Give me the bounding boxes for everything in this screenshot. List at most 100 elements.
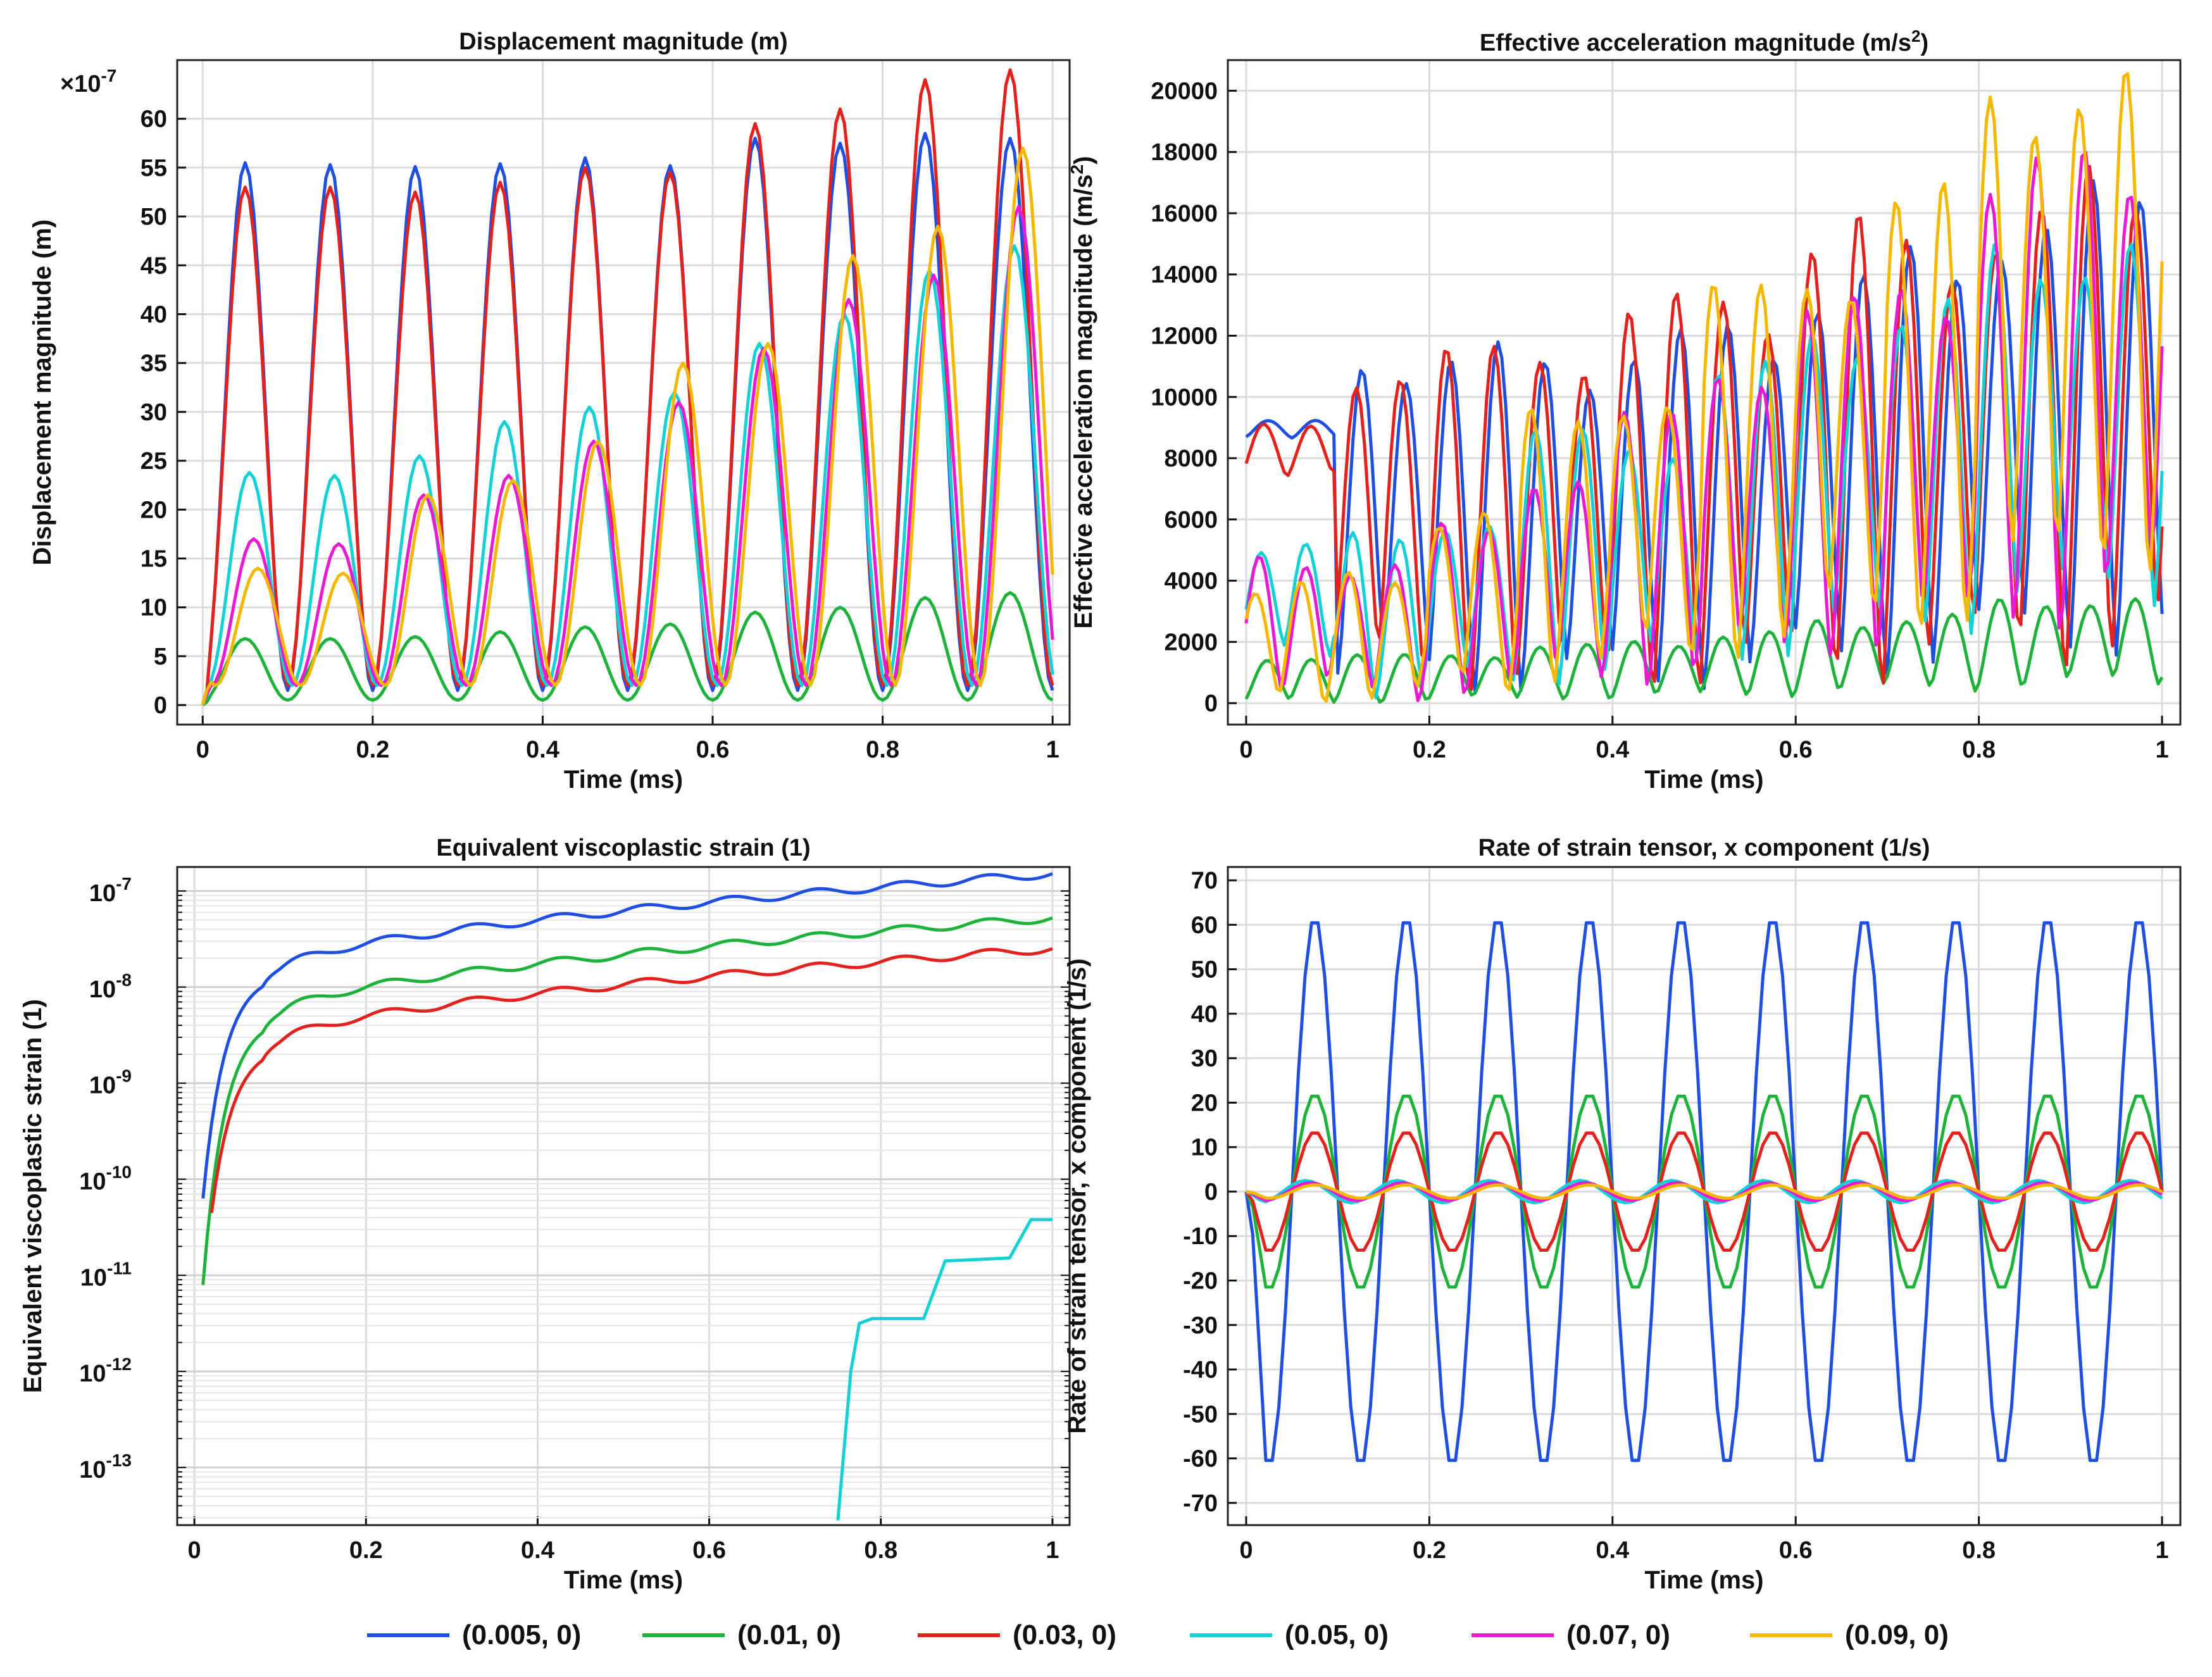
x-tick-label: 0.6 <box>1779 737 1813 763</box>
y-tick-label: 20000 <box>1151 78 1218 104</box>
y-tick-label: 50 <box>1191 957 1218 983</box>
x-axis-label: Time (ms) <box>1644 1566 1763 1594</box>
y-tick-label: 10000 <box>1151 384 1218 411</box>
series-line <box>201 205 1054 706</box>
plot-border <box>1227 59 2182 726</box>
y-tick-label: 15 <box>141 546 167 573</box>
series-line <box>1245 179 2164 694</box>
plot-border <box>1227 866 2182 1526</box>
y-tick-label: 30 <box>141 399 167 426</box>
y-tick-label: 20 <box>141 497 167 523</box>
chart-title: Rate of strain tensor, x component (1/s) <box>1478 835 1930 861</box>
chart-title: Equivalent viscoplastic strain (1) <box>436 835 810 861</box>
y-tick-label: 50 <box>141 204 167 230</box>
y-tick-label: 10-7 <box>89 874 132 907</box>
x-tick-label: 0.8 <box>864 1537 897 1564</box>
y-axis-label: Equivalent viscoplastic strain (1) <box>19 999 47 1393</box>
legend-label: (0.09, 0) <box>1845 1619 1949 1650</box>
x-tick-label: 0.8 <box>1962 1537 1996 1564</box>
y-tick-label: 2000 <box>1164 629 1218 656</box>
series-line <box>201 916 1053 1285</box>
y-tick-label: 10-8 <box>89 970 132 1003</box>
y-tick-label: 70 <box>1191 868 1218 894</box>
x-tick-label: 1 <box>2155 1537 2168 1564</box>
series-line <box>1244 597 2164 704</box>
y-tick-label: 0 <box>1204 1179 1218 1206</box>
series-line <box>1246 1183 2163 1200</box>
x-tick-label: 0.2 <box>1413 1537 1446 1564</box>
y-tick-label: 18000 <box>1151 139 1218 166</box>
y-tick-label: 60 <box>141 106 167 133</box>
x-axis-label: Time (ms) <box>564 766 683 794</box>
x-axis-label: Time (ms) <box>1644 766 1763 794</box>
y-tick-label: 5 <box>154 644 167 670</box>
y-tick-label: 14000 <box>1151 262 1218 289</box>
y-tick-label: 8000 <box>1164 446 1218 472</box>
y-tick-label: -60 <box>1183 1446 1218 1473</box>
y-tick-label: 45 <box>141 252 167 279</box>
series-line <box>201 244 1054 706</box>
y-tick-label: 10 <box>1191 1135 1218 1161</box>
y-tick-label: 55 <box>141 155 167 182</box>
x-tick-label: 0 <box>1239 737 1253 763</box>
y-tick-label: -70 <box>1183 1490 1218 1517</box>
x-tick-label: 0.4 <box>521 1537 554 1564</box>
series-line <box>201 872 1053 1199</box>
x-tick-label: 0.8 <box>1962 737 1996 763</box>
series-line <box>1244 151 2164 702</box>
legend-label: (0.005, 0) <box>462 1619 581 1650</box>
y-tick-label: 0 <box>154 692 167 719</box>
series-line <box>836 1218 1053 1521</box>
acceleration-chart: 0 0.2 0.4 0.6 0.8 1 Time (ms) 0 2000 4000 6000 8000… <box>1067 27 2182 794</box>
y-tick-label: 10-10 <box>79 1162 132 1195</box>
x-tick-label: 0.4 <box>1596 1537 1629 1564</box>
y-tick-label: 10-12 <box>79 1354 132 1387</box>
x-tick-label: 0.6 <box>1779 1537 1813 1564</box>
x-tick-label: 0.6 <box>696 737 730 763</box>
x-tick-label: 0.4 <box>1596 737 1629 763</box>
legend: (0.005, 0) (0.01, 0) (0.03, 0) (0.05, 0) (0.… <box>367 1619 1949 1650</box>
viscoplastic-strain-chart: 0 0.2 0.4 0.6 0.8 1 Time (ms) 10-7 10-8 10-9 10-10… <box>19 835 1071 1594</box>
legend-label: (0.07, 0) <box>1566 1619 1670 1650</box>
x-tick-label: 1 <box>1046 737 1059 763</box>
y-tick-label: 0 <box>1204 690 1218 717</box>
series-line <box>201 146 1054 706</box>
y-tick-label: 25 <box>141 448 167 475</box>
y-tick-label: 10-9 <box>89 1066 132 1099</box>
x-tick-label: 1 <box>2155 737 2168 763</box>
strain-rate-chart: 0 0.2 0.4 0.6 0.8 1 Time (ms) 70 60 50 40 30 20 10 0 -1… <box>1063 835 2182 1594</box>
y-tick-label: 6000 <box>1164 507 1218 533</box>
x-axis-label: Time (ms) <box>564 1566 683 1594</box>
chart-title: Effective acceleration magnitude (m/s2) <box>1480 27 1928 56</box>
chart-title: Displacement magnitude (m) <box>459 28 787 55</box>
legend-label: (0.01, 0) <box>737 1619 841 1650</box>
series-line <box>201 68 1054 706</box>
y-tick-label: 40 <box>141 301 167 328</box>
x-tick-label: 0.6 <box>692 1537 726 1564</box>
y-tick-label: 16000 <box>1151 201 1218 227</box>
y-tick-label: 12000 <box>1151 323 1218 349</box>
plot-border <box>176 866 1071 1526</box>
y-tick-label: -30 <box>1183 1312 1218 1339</box>
x-tick-label: 0 <box>188 1537 201 1564</box>
y-tick-label: 20 <box>1191 1090 1218 1116</box>
x-tick-label: 0.2 <box>1413 737 1446 763</box>
x-tick-label: 0.2 <box>356 737 389 763</box>
series-line <box>1244 72 2164 703</box>
legend-label: (0.05, 0) <box>1285 1619 1389 1650</box>
y-tick-label: 4000 <box>1164 568 1218 595</box>
x-tick-label: 0 <box>196 737 209 763</box>
y-tick-label: 30 <box>1191 1045 1218 1072</box>
y-tick-label: 40 <box>1191 1001 1218 1028</box>
y-tick-label: -20 <box>1183 1268 1218 1295</box>
plot-border <box>176 59 1071 726</box>
y-axis-label: Displacement magnitude (m) <box>28 220 56 566</box>
displacement-chart: 0 0.2 0.4 0.6 0.8 1 Time (ms) 0 5 10 15 20 25 30 35 40 4… <box>28 28 1071 794</box>
y-tick-label: -40 <box>1183 1357 1218 1383</box>
series-line <box>209 947 1053 1213</box>
x-tick-label: 0.2 <box>349 1537 383 1564</box>
y-axis-label: Effective acceleration magnitude (m/s2) <box>1067 156 1097 629</box>
plot-area <box>177 867 1070 1525</box>
y-tick-label: 10 <box>141 595 167 621</box>
